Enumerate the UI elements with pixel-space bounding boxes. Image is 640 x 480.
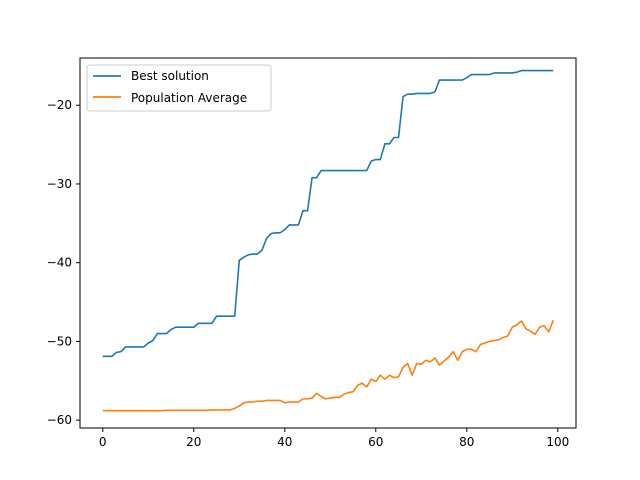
legend-box (86, 64, 272, 112)
x-tick-label-60: 60 (368, 435, 383, 449)
series-line-best-solution (102, 69, 554, 358)
y-tick-label-20: −20 (47, 98, 72, 112)
x-tick-label-100: 100 (546, 435, 569, 449)
legend-label-best-solution: Best solution (131, 69, 209, 83)
y-axis-ticks: −60 −50 −40 −30 −20 (47, 98, 80, 427)
legend: Best solution Population Average (86, 64, 272, 112)
x-axis-ticks: 0 20 40 60 80 100 (99, 428, 569, 449)
legend-label-population-average: Population Average (131, 91, 247, 105)
x-tick-label-20: 20 (186, 435, 201, 449)
y-tick-label-30: −30 (47, 177, 72, 191)
x-tick-label-0: 0 (99, 435, 107, 449)
y-tick-label-50: −50 (47, 334, 72, 348)
series-line-population-average (102, 319, 554, 412)
series-layer (102, 69, 554, 412)
axes-frame (79, 57, 577, 429)
y-tick-label-40: −40 (47, 256, 72, 270)
x-tick-label-80: 80 (459, 435, 474, 449)
y-tick-label-60: −60 (47, 413, 72, 427)
x-tick-label-40: 40 (277, 435, 292, 449)
